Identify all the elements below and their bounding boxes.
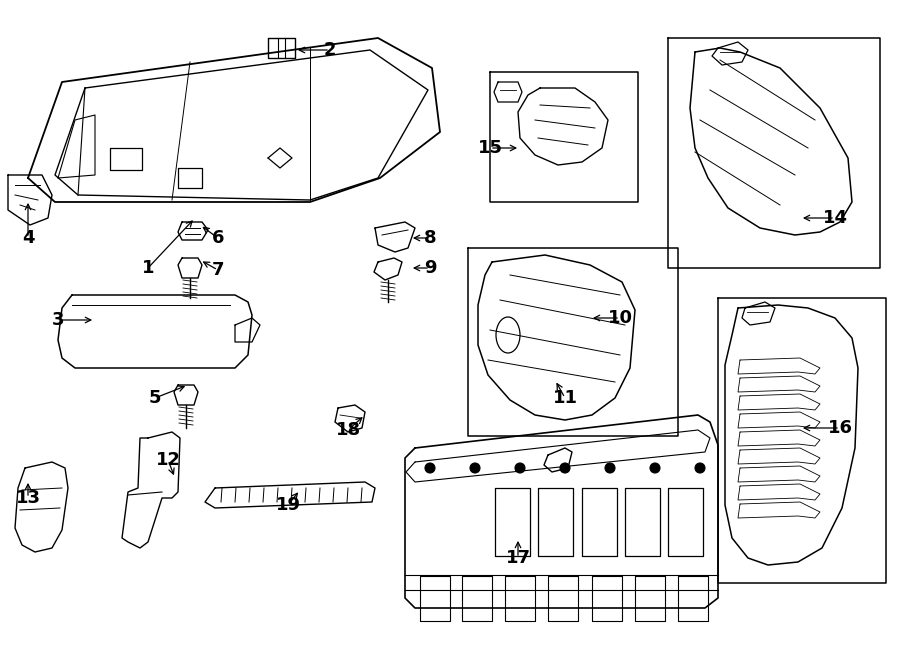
Text: 9: 9 (424, 259, 436, 277)
Circle shape (425, 463, 435, 473)
Text: 5: 5 (148, 389, 161, 407)
Text: 16: 16 (827, 419, 852, 437)
Text: 15: 15 (478, 139, 502, 157)
Text: 12: 12 (156, 451, 181, 469)
Text: 4: 4 (22, 229, 34, 247)
Text: 14: 14 (823, 209, 848, 227)
Text: 7: 7 (212, 261, 224, 279)
Text: 6: 6 (212, 229, 224, 247)
Text: 1: 1 (142, 259, 154, 277)
Text: 8: 8 (424, 229, 436, 247)
Circle shape (515, 463, 525, 473)
Text: 11: 11 (553, 389, 578, 407)
Text: 17: 17 (506, 549, 530, 567)
Circle shape (470, 463, 480, 473)
Circle shape (605, 463, 615, 473)
Circle shape (650, 463, 660, 473)
Text: 3: 3 (52, 311, 64, 329)
Circle shape (695, 463, 705, 473)
Text: 2: 2 (324, 41, 337, 59)
Text: 10: 10 (608, 309, 633, 327)
Text: 13: 13 (15, 489, 40, 507)
Circle shape (560, 463, 570, 473)
Text: 18: 18 (336, 421, 361, 439)
Text: 19: 19 (275, 496, 301, 514)
